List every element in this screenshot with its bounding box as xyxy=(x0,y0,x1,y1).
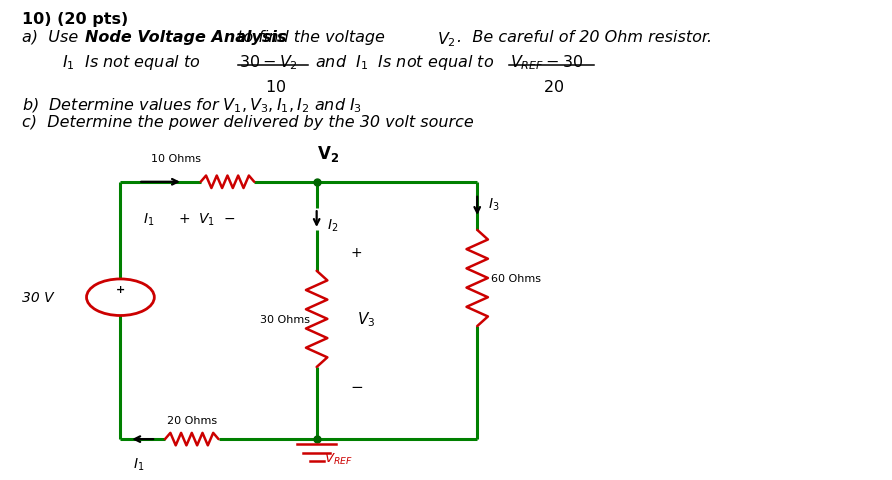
Text: $I_2$: $I_2$ xyxy=(327,217,339,234)
Text: +: + xyxy=(351,245,363,259)
Text: $I_1$: $I_1$ xyxy=(133,456,144,472)
Text: $I_3$: $I_3$ xyxy=(488,196,500,212)
Text: −: − xyxy=(351,379,363,394)
Text: $30 - V_2$: $30 - V_2$ xyxy=(239,53,298,72)
Text: +: + xyxy=(116,285,125,294)
Text: 20 Ohms: 20 Ohms xyxy=(167,415,217,425)
Text: a)  Use: a) Use xyxy=(22,30,84,45)
Text: $10$: $10$ xyxy=(265,79,286,95)
Text: 30 V: 30 V xyxy=(22,290,54,305)
Text: $\mathbf{V_2}$: $\mathbf{V_2}$ xyxy=(317,143,339,163)
Text: 10) (20 pts): 10) (20 pts) xyxy=(22,12,128,27)
Text: c)  Determine the power delivered by the 30 volt source: c) Determine the power delivered by the … xyxy=(22,115,474,130)
Text: .  Be careful of 20 Ohm resistor.: . Be careful of 20 Ohm resistor. xyxy=(457,30,712,45)
Text: $V_2$: $V_2$ xyxy=(437,30,456,48)
Text: to find the voltage: to find the voltage xyxy=(232,30,390,45)
Text: 10 Ohms: 10 Ohms xyxy=(151,153,201,163)
Text: $V_3$: $V_3$ xyxy=(357,310,376,328)
Text: 30 Ohms: 30 Ohms xyxy=(260,314,310,324)
Text: Node Voltage Analysis: Node Voltage Analysis xyxy=(85,30,286,45)
Text: b)  Determine values for $V_1, V_3, I_1, I_2$ and $I_3$: b) Determine values for $V_1, V_3, I_1, … xyxy=(22,96,362,114)
Text: $20$: $20$ xyxy=(543,79,565,95)
Text: $V_{REF}$: $V_{REF}$ xyxy=(324,451,352,466)
Text: $+$  $V_1$  $-$: $+$ $V_1$ $-$ xyxy=(178,211,235,228)
Text: and  $I_1$  Is not equal to: and $I_1$ Is not equal to xyxy=(310,53,494,72)
Text: 60 Ohms: 60 Ohms xyxy=(491,274,541,283)
Text: $V_{REF} - 30$: $V_{REF} - 30$ xyxy=(510,53,583,72)
Text: $I_1$: $I_1$ xyxy=(143,211,154,228)
Text: $I_1$  Is not equal to: $I_1$ Is not equal to xyxy=(62,53,202,72)
